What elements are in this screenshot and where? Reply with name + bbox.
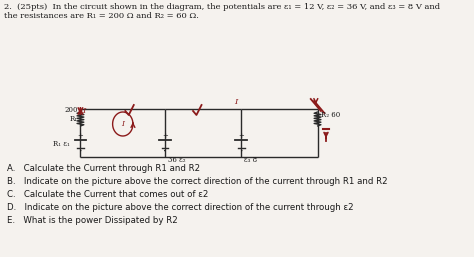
Text: the resistances are R₁ = 200 Ω and R₂ = 60 Ω.: the resistances are R₁ = 200 Ω and R₂ = … [4, 12, 199, 20]
Text: C.   Calculate the Current that comes out of ε2: C. Calculate the Current that comes out … [7, 190, 208, 199]
Text: ε₃ 8: ε₃ 8 [244, 156, 257, 164]
Text: 36 ε₂: 36 ε₂ [168, 156, 185, 164]
Text: R₂ 60: R₂ 60 [321, 111, 340, 119]
Text: ·: · [164, 147, 167, 157]
Text: 2.  (25pts)  In the circuit shown in the diagram, the potentials are ε₁ = 12 V, : 2. (25pts) In the circuit shown in the d… [4, 3, 440, 11]
Text: R₁ ε₁: R₁ ε₁ [54, 140, 70, 148]
Text: E.   What is the power Dissipated by R2: E. What is the power Dissipated by R2 [7, 216, 178, 225]
Text: I: I [121, 120, 124, 128]
Text: +: + [78, 132, 83, 140]
Text: +: + [238, 132, 244, 140]
Text: D.   Indicate on the picture above the correct direction of the current through : D. Indicate on the picture above the cor… [7, 203, 354, 212]
Text: I: I [82, 107, 85, 115]
Text: ·: · [79, 147, 82, 157]
Text: R₁: R₁ [70, 115, 78, 123]
Text: B.   Indicate on the picture above the correct direction of the current through : B. Indicate on the picture above the cor… [7, 177, 387, 186]
Text: 200: 200 [64, 106, 78, 114]
Text: +: + [162, 132, 168, 140]
Text: ·: · [239, 147, 243, 157]
Text: A.   Calculate the Current through R1 and R2: A. Calculate the Current through R1 and … [7, 164, 200, 173]
Text: I: I [235, 98, 238, 106]
